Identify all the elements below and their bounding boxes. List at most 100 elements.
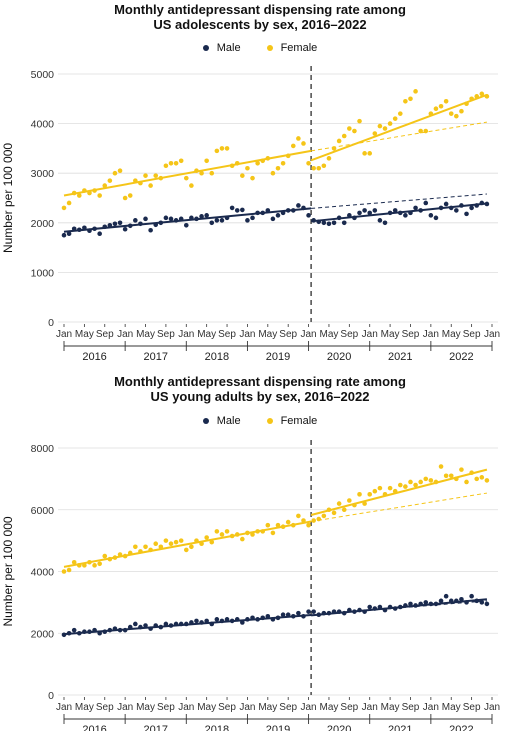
female-data-point <box>173 539 179 545</box>
x-month-label: Sep <box>402 702 420 713</box>
female-data-point <box>433 106 439 112</box>
y-tick-label: 1000 <box>31 267 55 279</box>
male-data-point <box>357 607 362 613</box>
x-month-label: May <box>136 329 155 340</box>
female-data-point <box>240 173 245 178</box>
male-data-point <box>321 220 327 226</box>
female-data-point <box>316 165 322 171</box>
male-data-point <box>306 609 311 614</box>
male-data-point <box>224 617 230 622</box>
female-data-point <box>484 94 490 99</box>
male-data-point <box>163 215 169 221</box>
x-month-label: Jan <box>484 329 500 340</box>
y-tick-label: 8000 <box>31 443 55 455</box>
female-data-point <box>168 541 174 547</box>
x-year-label: 2020 <box>327 351 351 363</box>
female-data-point <box>413 482 418 488</box>
male-data-point <box>112 626 118 631</box>
male-data-point <box>255 210 260 216</box>
x-month-label: May <box>381 702 400 713</box>
female-data-point <box>153 541 159 547</box>
female-data-point <box>413 89 418 94</box>
female-data-point <box>301 141 306 146</box>
female-data-point <box>92 188 97 193</box>
x-month-label: Jan <box>56 329 72 340</box>
x-year-label: 2017 <box>143 351 167 363</box>
female-data-point <box>82 563 87 568</box>
male-data-point <box>71 226 77 232</box>
male-data-point <box>423 200 429 206</box>
male-data-point <box>275 615 281 621</box>
female-data-point <box>418 128 423 134</box>
male-data-point <box>183 621 189 627</box>
male-data-point <box>382 220 388 226</box>
female-data-point <box>387 485 393 491</box>
female-data-point <box>224 529 230 534</box>
male-data-point <box>168 216 174 222</box>
female-data-point <box>438 103 444 109</box>
female-data-point <box>362 151 367 156</box>
female-data-point <box>438 464 444 469</box>
male-data-point <box>173 621 179 627</box>
male-data-point <box>392 208 398 213</box>
x-month-label: May <box>258 702 277 713</box>
male-data-point <box>122 627 128 633</box>
x-month-label: May <box>319 702 338 713</box>
male-data-point <box>240 207 245 213</box>
female-data-point <box>296 136 301 141</box>
female-data-point <box>117 552 123 557</box>
female-data-point <box>275 165 281 171</box>
female-data-point <box>270 530 276 536</box>
female-data-point <box>76 563 82 568</box>
male-data-point <box>469 205 474 211</box>
y-tick-label: 5000 <box>31 69 55 81</box>
female-data-point <box>484 478 490 483</box>
legend-male-marker <box>202 418 209 424</box>
male-data-point <box>479 600 485 605</box>
male-data-point <box>209 621 215 627</box>
x-month-label: Sep <box>279 329 297 340</box>
young-adults-chart-panel: 0 2000 4000 6000 8000 Number per 100 000 Jan Ma… <box>0 366 520 731</box>
female-data-point <box>418 479 423 485</box>
x-month-label: May <box>197 329 216 340</box>
male-data-point <box>443 201 449 207</box>
male-data-point <box>189 215 194 221</box>
male-data-point <box>301 205 306 211</box>
x-month-label: Sep <box>463 702 481 713</box>
female-data-point <box>97 193 102 198</box>
male-data-point <box>326 610 332 616</box>
female-data-point <box>234 160 240 166</box>
female-data-point <box>148 547 153 553</box>
female-data-point <box>240 536 245 542</box>
male-data-point <box>377 604 383 610</box>
female-data-point <box>107 556 113 562</box>
male-data-point <box>204 213 209 218</box>
x-month-label: Sep <box>340 329 358 340</box>
male-data-point <box>255 617 260 622</box>
male-data-point <box>403 603 408 608</box>
male-data-point <box>372 208 378 213</box>
x-month-label: Jan <box>423 702 439 713</box>
x-month-label: Jan <box>239 702 255 713</box>
x-month-label: Sep <box>157 702 175 713</box>
male-data-point <box>413 603 418 608</box>
male-data-point <box>454 598 459 604</box>
x-month-label: Jan <box>362 702 378 713</box>
female-data-point <box>479 91 485 97</box>
female-data-point <box>372 131 378 136</box>
male-data-point <box>454 208 459 213</box>
male-data-point <box>209 220 215 226</box>
female-data-point <box>321 513 327 519</box>
male-data-point <box>92 627 97 633</box>
female-data-point <box>92 563 97 568</box>
male-data-point <box>403 213 408 218</box>
male-data-point <box>275 213 281 218</box>
female-data-point <box>443 98 449 104</box>
male-data-point <box>82 629 87 635</box>
female-data-point <box>87 190 92 196</box>
female-data-point <box>265 522 271 528</box>
female-data-point <box>66 200 72 206</box>
female-data-point <box>255 160 260 166</box>
male-data-point <box>387 210 393 216</box>
